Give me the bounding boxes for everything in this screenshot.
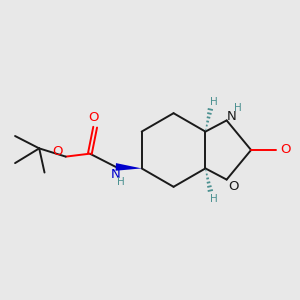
Text: O: O [52, 145, 63, 158]
Text: H: H [210, 194, 218, 204]
Text: N: N [110, 168, 120, 181]
Text: H: H [210, 97, 218, 107]
Text: H: H [234, 103, 242, 113]
Text: H: H [117, 177, 125, 187]
Text: O: O [88, 111, 99, 124]
Text: O: O [280, 143, 291, 157]
Polygon shape [116, 163, 142, 171]
Text: N: N [227, 110, 237, 123]
Text: O: O [228, 180, 238, 193]
